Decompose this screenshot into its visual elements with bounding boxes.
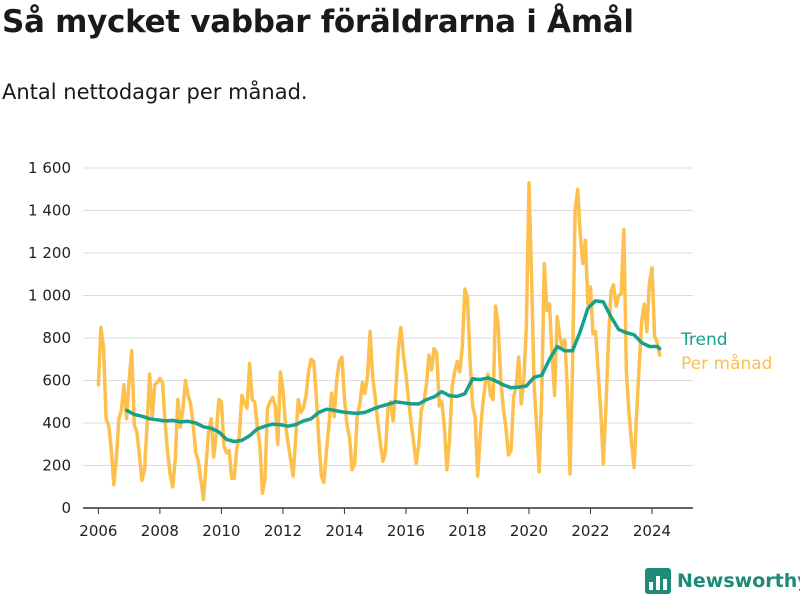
legend-label-trend: Trend (680, 330, 728, 350)
y-tick-label: 1 600 (28, 159, 71, 177)
y-axis-tick-labels: 0 200 400 600 800 1 000 1 200 1 400 1 600 (28, 159, 71, 517)
series-line-monthly (96, 181, 662, 502)
x-tick-label: 2020 (510, 522, 548, 540)
brand-name: Newsworthy (677, 570, 800, 592)
y-tick-label: 600 (42, 372, 71, 390)
x-tick-label: 2006 (79, 522, 117, 540)
bar-chart-logo-icon (645, 568, 671, 594)
y-tick-label: 1 200 (28, 244, 71, 262)
y-tick-label: 1 000 (28, 287, 71, 305)
legend: Per månad Trend (680, 330, 772, 374)
y-tick-label: 1 400 (28, 202, 71, 220)
newsworthy-brand[interactable]: Newsworthy (645, 568, 800, 594)
y-tick-label: 200 (42, 457, 71, 475)
y-tick-label: 0 (61, 499, 71, 517)
x-axis: 2006 2008 2010 2012 2014 2016 2018 2020 2022 2024 (79, 507, 693, 540)
y-tick-label: 400 (42, 414, 71, 432)
series-lines (96, 181, 662, 502)
x-tick-label: 2016 (387, 522, 425, 540)
x-tick-label: 2008 (141, 522, 179, 540)
x-tick-label: 2010 (202, 522, 240, 540)
x-tick-label: 2022 (571, 522, 609, 540)
x-tick-label: 2018 (448, 522, 486, 540)
x-tick-label: 2012 (264, 522, 302, 540)
y-tick-label: 800 (42, 329, 71, 347)
series-line-trend (124, 299, 662, 444)
x-tick-label: 2024 (633, 522, 671, 540)
chart-title: Så mycket vabbar föräldrarna i Åmål (2, 4, 634, 40)
chart-subtitle: Antal nettodagar per månad. (2, 80, 308, 104)
grid-lines (83, 167, 693, 466)
x-tick-label: 2014 (325, 522, 363, 540)
legend-label-monthly: Per månad (681, 353, 772, 374)
